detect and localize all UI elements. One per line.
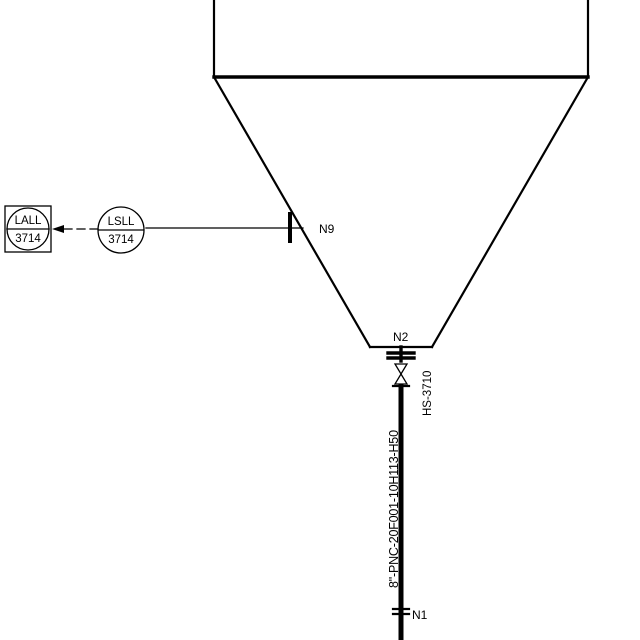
- lall-function-label: LALL: [15, 215, 42, 227]
- lall-number-label: 3714: [15, 233, 41, 245]
- nozzle-n2-flange: [386, 345, 416, 363]
- lall-instrument[interactable]: LALL 3714: [4, 205, 52, 253]
- nozzle-n1-flange: [391, 607, 411, 616]
- vessel-cone: [212, 75, 590, 349]
- lsll-number-label: 3714: [108, 234, 134, 246]
- pipe-line-number: 8"-PNC-20F001-10H113-H50: [387, 430, 401, 588]
- nozzle-n1-label: N1: [412, 608, 428, 622]
- valve-tag-label: HS-3710: [422, 371, 434, 416]
- nozzle-n9-label: N9: [319, 222, 335, 236]
- lsll-function-label: LSLL: [108, 216, 135, 228]
- lsll-instrument[interactable]: LSLL 3714: [97, 206, 145, 254]
- nozzle-n2-label: N2: [393, 330, 409, 344]
- gate-valve[interactable]: [391, 363, 411, 388]
- vessel-body: [212, 0, 590, 79]
- signal-arrow-icon: [52, 225, 64, 233]
- signal-line: [52, 225, 99, 233]
